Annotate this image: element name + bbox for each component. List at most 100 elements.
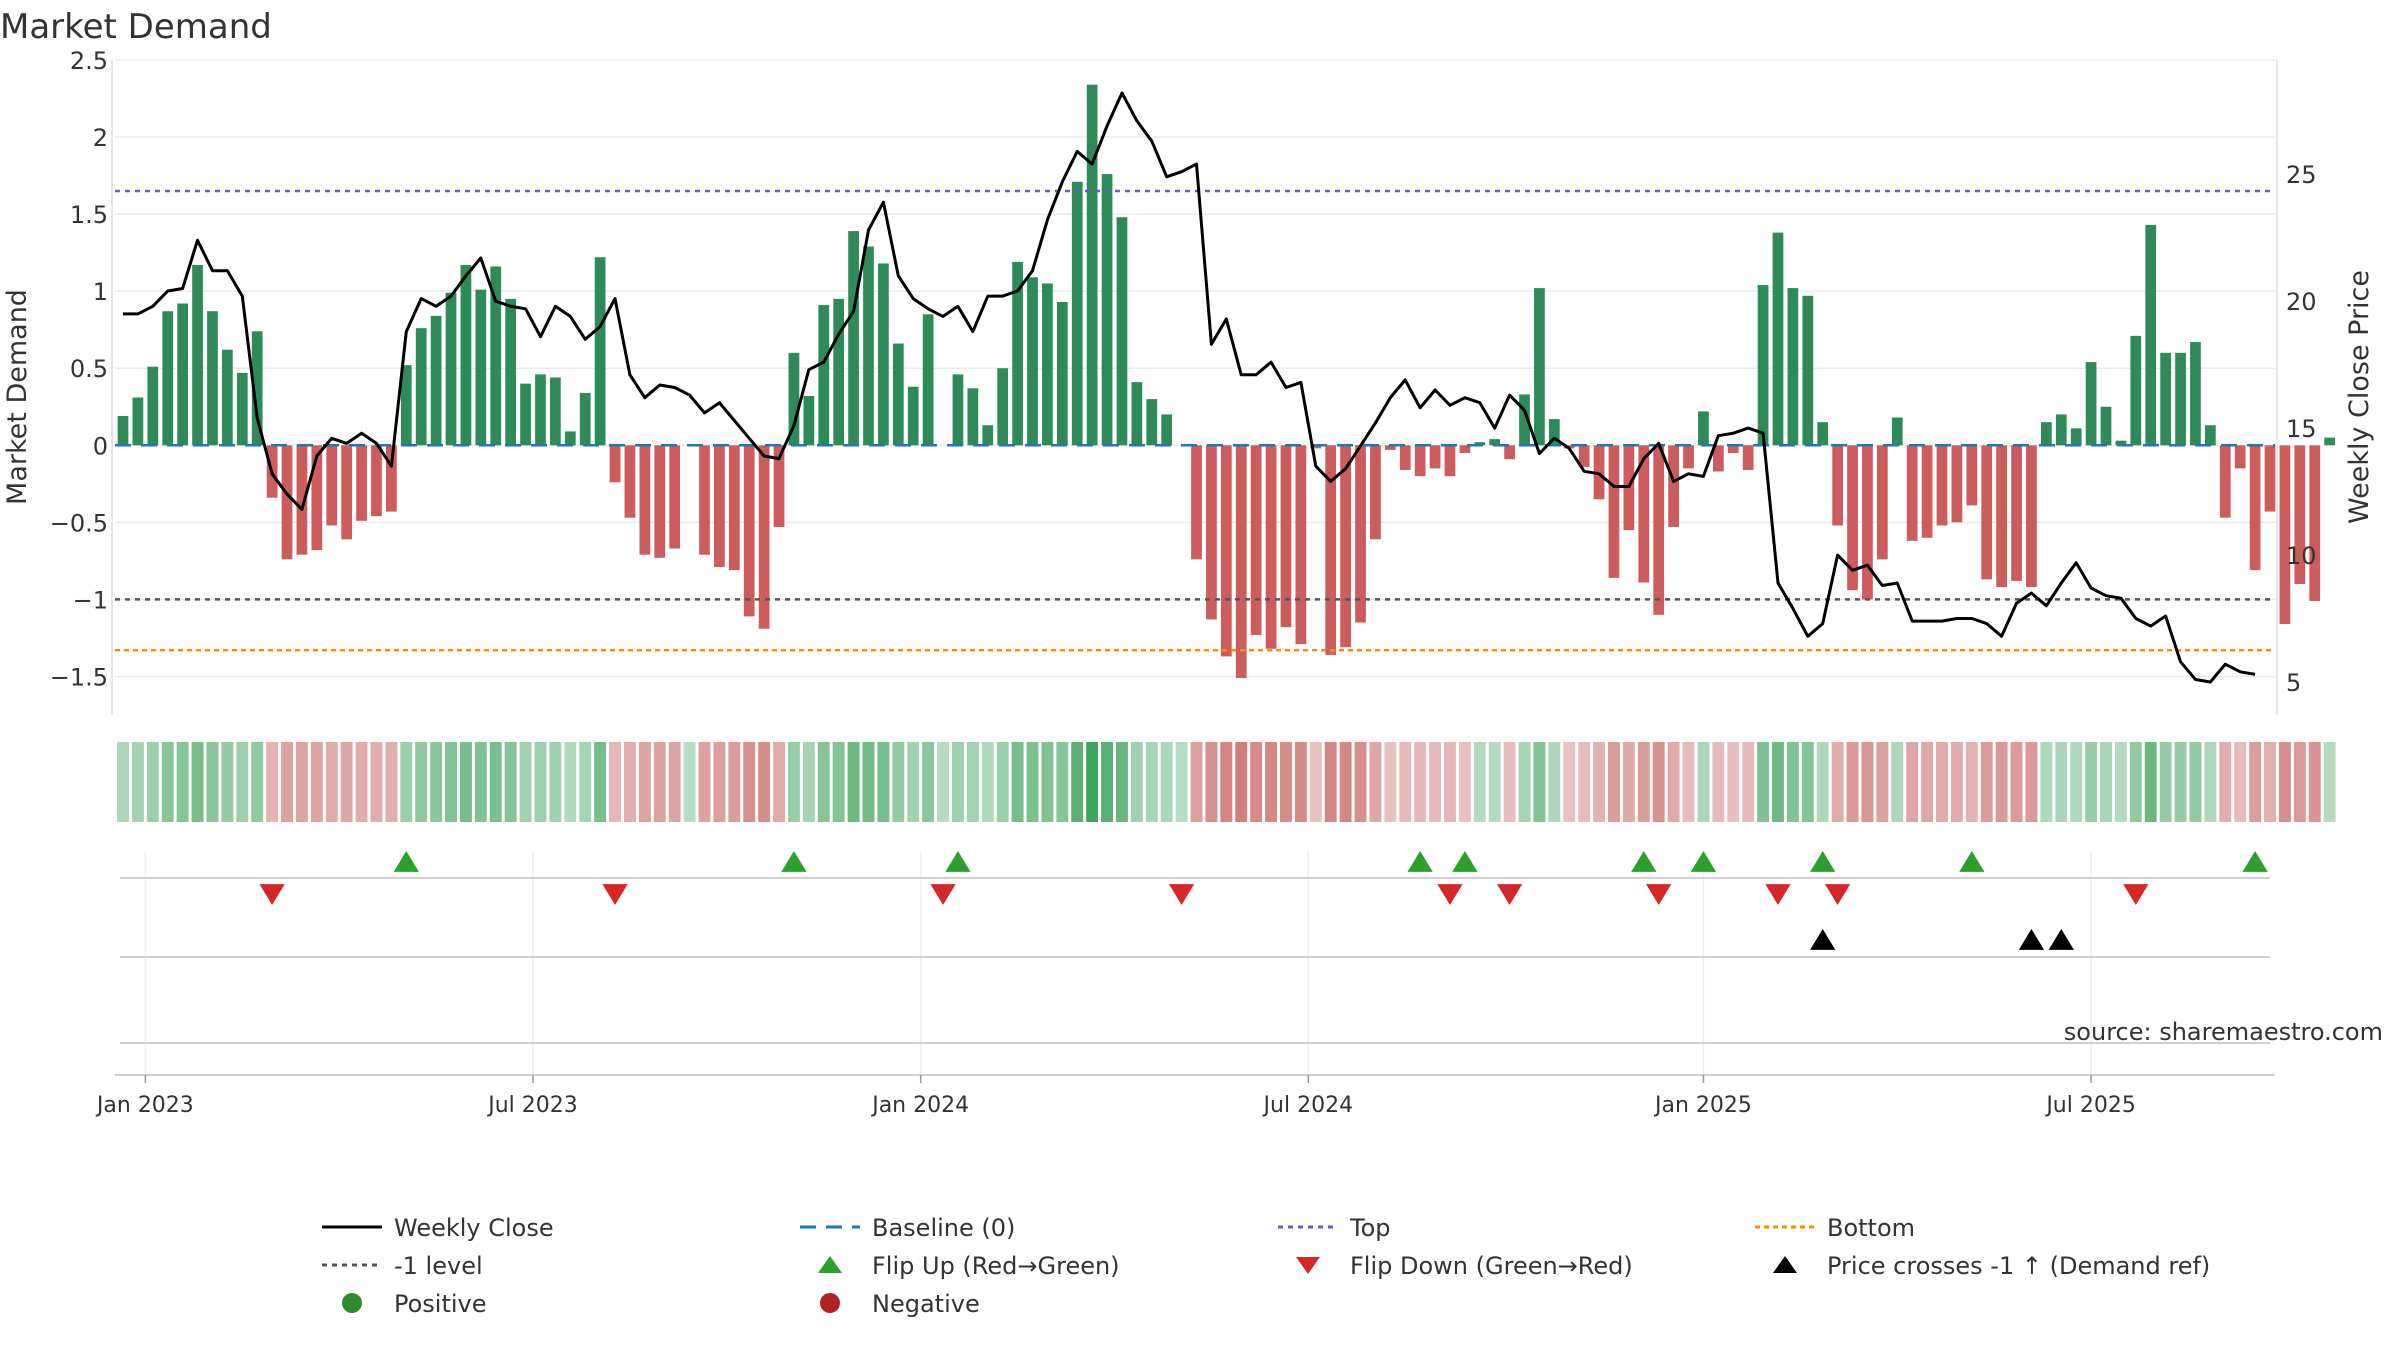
demand-bar — [922, 314, 934, 446]
heat-cell — [937, 742, 949, 822]
heat-cell — [445, 742, 457, 822]
demand-bar — [1966, 445, 1978, 506]
demand-bar — [892, 343, 904, 446]
heat-cell — [1115, 742, 1128, 822]
demand-bar — [1668, 445, 1679, 527]
heat-cell — [310, 742, 323, 822]
demand-bar — [1832, 445, 1843, 526]
left-axis-ticks: −1.5 −1 −0.5 0 0.5 1 1.5 2 2.5 — [50, 47, 108, 691]
heat-cell — [1279, 742, 1292, 822]
demand-bar — [2115, 440, 2127, 446]
demand-bars — [117, 84, 2336, 679]
flip-down-marker — [930, 884, 956, 905]
heat-cell — [2144, 742, 2157, 822]
heat-cell — [206, 742, 219, 822]
heat-cell — [2174, 742, 2187, 822]
demand-bar — [1921, 445, 1933, 538]
demand-bar — [2026, 445, 2037, 588]
demand-bar — [475, 289, 487, 446]
heat-cell — [1145, 742, 1158, 822]
left-tick-label: −1.5 — [50, 663, 108, 691]
demand-bar — [1638, 445, 1650, 583]
demand-bar — [1578, 445, 1590, 467]
demand-bar — [1101, 174, 1113, 446]
left-tick-label: 2.5 — [70, 47, 108, 75]
demand-bar — [1116, 217, 1128, 446]
demand-bar — [147, 366, 159, 446]
x-axis-ticks: Jan 2023 Jul 2023 Jan 2024 Jul 2024 Jan 2025… — [95, 1075, 2136, 1118]
heat-cell — [698, 742, 711, 822]
demand-bar — [2190, 342, 2201, 446]
demand-bar — [907, 386, 919, 446]
heat-cell — [266, 742, 279, 822]
demand-bar — [296, 445, 308, 555]
heat-cell — [877, 742, 890, 822]
demand-bar — [1474, 442, 1486, 446]
heat-cell — [1220, 742, 1233, 822]
demand-bar — [251, 331, 263, 446]
heat-cell — [281, 742, 293, 822]
heat-cell — [1831, 742, 1844, 822]
demand-bar — [1340, 445, 1351, 648]
demand-bar — [579, 392, 591, 446]
demand-bar — [1056, 301, 1068, 446]
demand-bar — [878, 263, 889, 446]
demand-bar — [1131, 382, 1143, 446]
heat-cell — [2070, 742, 2083, 822]
heat-cell — [802, 742, 815, 822]
heat-cell — [1742, 742, 1755, 822]
heat-cell — [1667, 742, 1680, 822]
heat-cell — [325, 742, 338, 822]
demand-bar — [1325, 445, 1337, 655]
demand-bar — [1906, 445, 1918, 541]
flip-up-marker — [2242, 851, 2268, 872]
demand-bar — [117, 416, 129, 446]
heat-cell — [519, 742, 532, 822]
demand-bar — [1951, 445, 1963, 523]
right-tick-label: 15 — [2286, 415, 2317, 443]
heat-cell — [2249, 742, 2262, 822]
heat-cell — [1041, 742, 1054, 822]
demand-bar — [1161, 414, 1173, 446]
heat-cell — [1369, 742, 1382, 822]
heat-cell — [638, 742, 651, 822]
demand-bar — [2219, 445, 2231, 518]
heat-cell — [221, 742, 234, 822]
left-tick-label: −0.5 — [50, 509, 108, 537]
legend-label: Weekly Close — [394, 1214, 554, 1242]
heat-cell — [2264, 742, 2276, 822]
demand-bar — [1534, 288, 1545, 446]
demand-bar — [1071, 181, 1083, 446]
demand-bar — [2324, 437, 2336, 446]
demand-bar — [2175, 352, 2186, 446]
flip-down-marker — [1168, 884, 1195, 905]
heat-cell — [892, 742, 905, 822]
heat-cell — [131, 742, 144, 822]
heat-cell — [1608, 742, 1620, 822]
chart-title: Market Demand — [0, 7, 272, 47]
demand-bar — [2070, 428, 2082, 446]
demand-bar — [1459, 445, 1471, 453]
heat-cell — [1995, 742, 2008, 822]
heat-cell — [2114, 742, 2127, 822]
demand-bar — [2160, 352, 2171, 446]
demand-bar — [222, 349, 233, 446]
heat-cell — [2085, 742, 2098, 822]
flip-down-marker — [1824, 884, 1851, 905]
demand-bar — [520, 383, 531, 446]
legend-label: Top — [1349, 1214, 1391, 1242]
heat-cell — [474, 742, 487, 822]
heat-cell — [2278, 742, 2291, 822]
demand-bar — [1891, 417, 1903, 446]
demand-bar — [1683, 445, 1694, 469]
heat-cell — [2189, 742, 2202, 822]
heat-cell — [1488, 742, 1501, 822]
heat-cell — [1250, 742, 1263, 822]
demand-bar — [1593, 445, 1605, 500]
heat-cell — [191, 742, 204, 822]
demand-bar — [1191, 445, 1202, 560]
heat-cell — [1906, 742, 1919, 822]
heat-cell — [1324, 742, 1337, 822]
heat-cell — [609, 742, 621, 822]
right-axis-ticks: 5 10 15 20 25 — [2286, 161, 2317, 697]
